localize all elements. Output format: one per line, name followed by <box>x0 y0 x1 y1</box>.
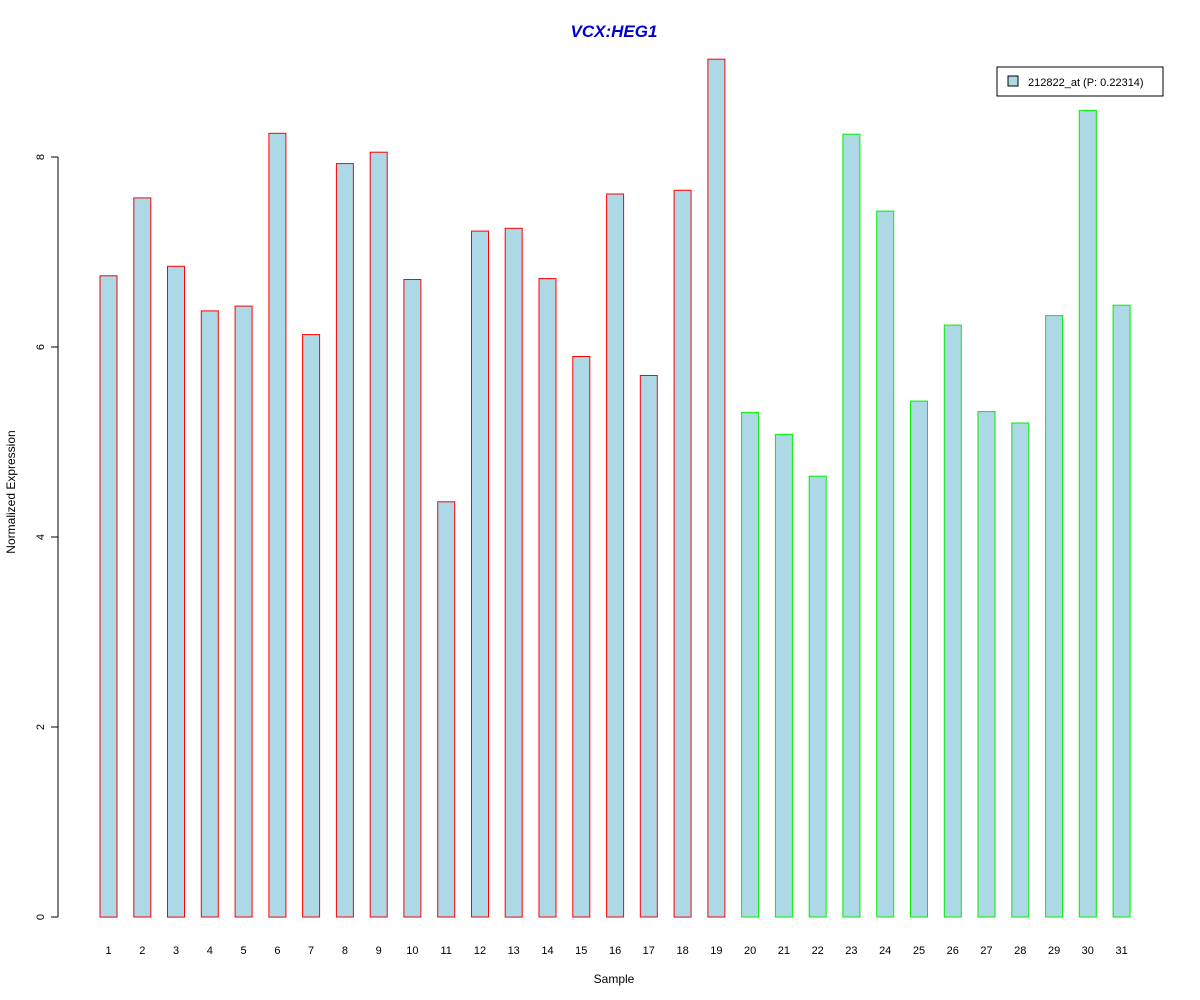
bar-sample-4 <box>200 310 219 918</box>
bar-sample-17 <box>639 375 658 918</box>
x-tick-label-23: 23 <box>845 945 857 957</box>
bar-sample-13 <box>504 227 523 918</box>
x-tick-label-25: 25 <box>913 945 925 957</box>
bar-sample-5 <box>234 305 253 918</box>
x-tick-label-29: 29 <box>1048 945 1060 957</box>
bar-sample-28 <box>1011 422 1030 918</box>
bar-sample-15 <box>572 356 591 918</box>
x-tick-label-13: 13 <box>508 945 520 957</box>
bar-sample-27 <box>977 411 996 918</box>
bar-sample-26 <box>943 324 962 918</box>
bar-sample-22 <box>808 475 827 918</box>
x-tick-label-11: 11 <box>440 945 451 957</box>
x-tick-label-17: 17 <box>643 945 655 957</box>
bar-sample-25 <box>910 400 928 918</box>
bar-sample-16 <box>606 193 625 918</box>
x-tick-label-22: 22 <box>812 945 824 957</box>
y-tick-label-6: 6 <box>35 344 47 350</box>
x-tick-label-8: 8 <box>342 945 348 957</box>
x-tick-label-4: 4 <box>207 945 213 957</box>
x-tick-label-6: 6 <box>274 945 280 957</box>
chart-title: VCX:HEG1 <box>571 22 658 41</box>
x-tick-label-2: 2 <box>139 945 145 957</box>
x-tick-label-19: 19 <box>710 945 722 957</box>
bar-sample-31 <box>1112 304 1131 918</box>
bar-sample-12 <box>471 230 489 918</box>
bar-sample-19 <box>707 58 726 918</box>
legend-box <box>996 66 1164 97</box>
y-axis-label: Normalized Expression <box>4 430 18 553</box>
x-axis-label: Sample <box>594 972 635 986</box>
x-tick-label-18: 18 <box>676 945 688 957</box>
legend-entry: 212822_at (P: 0.22314) <box>1028 77 1144 89</box>
x-tick-label-1: 1 <box>105 945 111 957</box>
x-tick-label-28: 28 <box>1014 945 1026 957</box>
legend: 212822_at (P: 0.22314) <box>996 66 1164 97</box>
bar-sample-14 <box>538 278 557 918</box>
x-tick-label-24: 24 <box>879 945 891 957</box>
bar-sample-9 <box>369 151 388 918</box>
x-tick-label-15: 15 <box>575 945 587 957</box>
bar-sample-11 <box>437 501 456 918</box>
x-axis-tick-labels: 1 2 3 4 5 6 7 8 9 10 11 12 13 14 15 16 17 18 19 20 21 22 23 24 2… <box>105 945 1127 957</box>
x-tick-label-10: 10 <box>406 945 418 957</box>
bar-sample-21 <box>774 433 793 918</box>
bar-sample-30 <box>1078 109 1097 918</box>
bar-sample-29 <box>1045 315 1064 918</box>
x-tick-label-7: 7 <box>308 945 314 957</box>
y-axis: 0 2 4 6 8 <box>35 154 59 920</box>
y-tick-label-8: 8 <box>35 154 47 160</box>
bar-sample-24 <box>876 210 895 918</box>
bar-sample-23 <box>842 133 861 918</box>
bar-series <box>99 58 1131 918</box>
x-tick-label-26: 26 <box>947 945 959 957</box>
legend-swatch <box>1007 75 1019 87</box>
bar-sample-7 <box>302 334 321 918</box>
y-tick-label-0: 0 <box>35 914 47 920</box>
bar-sample-8 <box>335 163 354 918</box>
bar-sample-10 <box>403 279 422 918</box>
x-tick-label-3: 3 <box>173 945 179 957</box>
x-tick-label-27: 27 <box>980 945 992 957</box>
bar-sample-18 <box>673 189 692 918</box>
bar-sample-2 <box>133 197 152 918</box>
x-tick-label-14: 14 <box>541 945 553 957</box>
x-tick-label-21: 21 <box>778 945 790 957</box>
bar-sample-6 <box>268 132 287 918</box>
x-tick-label-5: 5 <box>241 945 247 957</box>
x-tick-label-16: 16 <box>609 945 621 957</box>
y-tick-label-4: 4 <box>35 534 47 540</box>
x-tick-label-31: 31 <box>1115 945 1127 957</box>
x-tick-label-12: 12 <box>474 945 486 957</box>
x-tick-label-20: 20 <box>744 945 756 957</box>
bar-sample-3 <box>167 265 185 918</box>
bar-sample-20 <box>741 412 760 918</box>
x-tick-label-30: 30 <box>1082 945 1094 957</box>
bar-sample-1 <box>99 275 118 918</box>
y-tick-label-2: 2 <box>35 724 47 730</box>
x-tick-label-9: 9 <box>376 945 382 957</box>
